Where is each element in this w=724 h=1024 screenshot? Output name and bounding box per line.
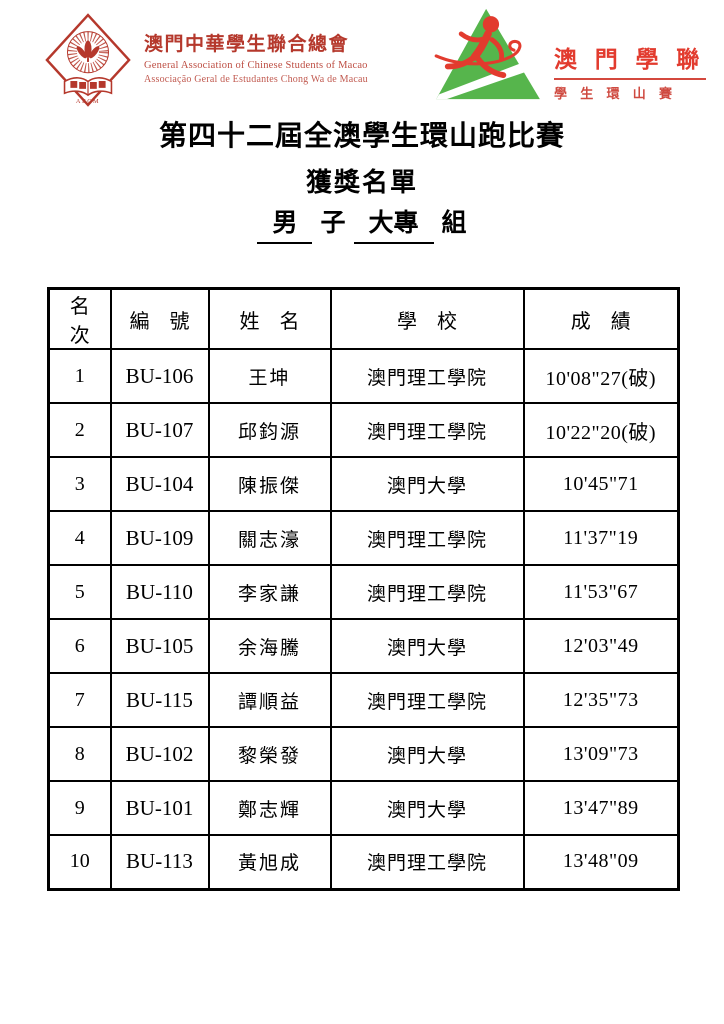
rank-cell: 6 — [47, 618, 112, 674]
org-name-portuguese: Associação Geral de Estudantes Chong Wa … — [144, 74, 368, 85]
document-title: 第四十二屆全澳學生環山跑比賽 — [158, 121, 565, 152]
bib-cell: BU-109 — [109, 510, 210, 566]
school-cell: 澳門理工學院 — [329, 510, 525, 566]
rank-cell: 3 — [47, 456, 112, 512]
event-org-name: 澳 門 學 聯 — [554, 47, 706, 72]
name-cell: 王坤 — [207, 348, 332, 404]
bib-cell: BU-107 — [109, 402, 210, 458]
event-name: 學 生 環 山 賽 — [554, 86, 678, 101]
rank-cell: 7 — [47, 672, 112, 728]
rank-cell: 8 — [47, 726, 112, 782]
bib-cell: BU-110 — [109, 564, 210, 620]
header-result: 成 績 — [522, 287, 680, 350]
result-cell: 10'45"71 — [522, 456, 680, 512]
org-name-english: General Association of Chinese Students … — [144, 60, 368, 71]
bib-cell: BU-115 — [109, 672, 210, 728]
category-gender: 男 — [257, 203, 313, 244]
rank-cell: 5 — [47, 564, 112, 620]
table-row: 8 BU-102 黎榮發 澳門大學 13'09"73 — [47, 726, 680, 782]
rank-cell: 4 — [47, 510, 112, 566]
right-logo-block: 澳 門 學 聯 學 生 環 山 賽 — [430, 6, 706, 102]
left-logo-block: AECM 澳門中華學生聯合總會 General Association of C… — [44, 12, 368, 108]
name-cell: 陳振傑 — [207, 456, 332, 512]
org-name-chinese: 澳門中華學生聯合總會 — [144, 34, 350, 55]
name-cell: 黎榮發 — [207, 726, 332, 782]
header-name: 姓 名 — [207, 287, 332, 350]
mountain-runner-icon — [434, 8, 540, 100]
logo-divider-line — [554, 78, 706, 80]
bib-cell: BU-104 — [109, 456, 210, 512]
result-cell: 13'47"89 — [522, 780, 680, 836]
header-rank: 名 次 — [47, 287, 112, 350]
table-row: 5 BU-110 李家謙 澳門理工學院 11'53"67 — [47, 564, 680, 620]
table-row: 6 BU-105 余海騰 澳門大學 12'03"49 — [47, 618, 680, 674]
category-line: 男子大專組 — [0, 203, 724, 244]
result-cell: 11'37"19 — [522, 510, 680, 566]
table-row: 10 BU-113 黃旭成 澳門理工學院 13'48"09 — [47, 834, 680, 890]
school-cell: 澳門大學 — [329, 780, 525, 836]
name-cell: 鄭志輝 — [207, 780, 332, 836]
name-cell: 關志濠 — [207, 510, 332, 566]
name-cell: 余海騰 — [207, 618, 332, 674]
result-cell: 13'48"09 — [522, 834, 680, 890]
name-cell: 黃旭成 — [207, 834, 332, 890]
header-school: 學 校 — [329, 287, 525, 350]
school-cell: 澳門大學 — [329, 456, 525, 512]
table-row: 9 BU-101 鄭志輝 澳門大學 13'47"89 — [47, 780, 680, 836]
name-cell: 邱鈞源 — [207, 402, 332, 458]
aecm-emblem-icon: AECM — [45, 13, 131, 107]
school-cell: 澳門大學 — [329, 618, 525, 674]
school-cell: 澳門理工學院 — [329, 402, 525, 458]
rank-cell: 2 — [47, 402, 112, 458]
result-cell: 10'08"27(破) — [522, 348, 680, 404]
bib-cell: BU-106 — [109, 348, 210, 404]
header-bib: 編 號 — [109, 287, 210, 350]
result-cell: 11'53"67 — [522, 564, 680, 620]
emblem-acronym-text: AECM — [76, 98, 100, 105]
table-row: 3 BU-104 陳振傑 澳門大學 10'45"71 — [47, 456, 680, 512]
table-row: 7 BU-115 譚順益 澳門理工學院 12'35"73 — [47, 672, 680, 728]
results-body: 1 BU-106 王坤 澳門理工學院 10'08"27(破) 2 BU-107 邱鈞源 澳門理工… — [47, 348, 680, 890]
table-row: 4 BU-109 關志濠 澳門理工學院 11'37"19 — [47, 510, 680, 566]
school-cell: 澳門理工學院 — [329, 348, 525, 404]
bib-cell: BU-113 — [109, 834, 210, 890]
category-group-suffix: 組 — [441, 210, 467, 237]
table-row: 2 BU-107 邱鈞源 澳門理工學院 10'22"20(破) — [47, 402, 680, 458]
table-row: 1 BU-106 王坤 澳門理工學院 10'08"27(破) — [47, 348, 680, 404]
name-cell: 李家謙 — [207, 564, 332, 620]
rank-cell: 1 — [47, 348, 112, 404]
document-subtitle: 獲獎名單 — [305, 168, 418, 197]
bib-cell: BU-102 — [109, 726, 210, 782]
category-division: 大專 — [353, 203, 434, 244]
school-cell: 澳門大學 — [329, 726, 525, 782]
category-gender-suffix: 子 — [320, 210, 346, 237]
right-logo-text: 澳 門 學 聯 學 生 環 山 賽 — [554, 40, 706, 102]
school-cell: 澳門理工學院 — [329, 564, 525, 620]
table-header-row: 名 次 編 號 姓 名 學 校 成 績 — [47, 287, 680, 350]
left-logo-text: 澳門中華學生聯合總會 General Association of Chines… — [144, 12, 368, 85]
result-cell: 10'22"20(破) — [522, 402, 680, 458]
rank-cell: 9 — [47, 780, 112, 836]
school-cell: 澳門理工學院 — [329, 834, 525, 890]
bib-cell: BU-101 — [109, 780, 210, 836]
result-cell: 13'09"73 — [522, 726, 680, 782]
school-cell: 澳門理工學院 — [329, 672, 525, 728]
bib-cell: BU-105 — [109, 618, 210, 674]
name-cell: 譚順益 — [207, 672, 332, 728]
results-table: 名 次 編 號 姓 名 學 校 成 績 1 BU-106 王坤 澳門理工學院 10'08… — [47, 287, 680, 891]
rank-cell: 10 — [47, 834, 112, 890]
result-cell: 12'03"49 — [522, 618, 680, 674]
result-cell: 12'35"73 — [522, 672, 680, 728]
